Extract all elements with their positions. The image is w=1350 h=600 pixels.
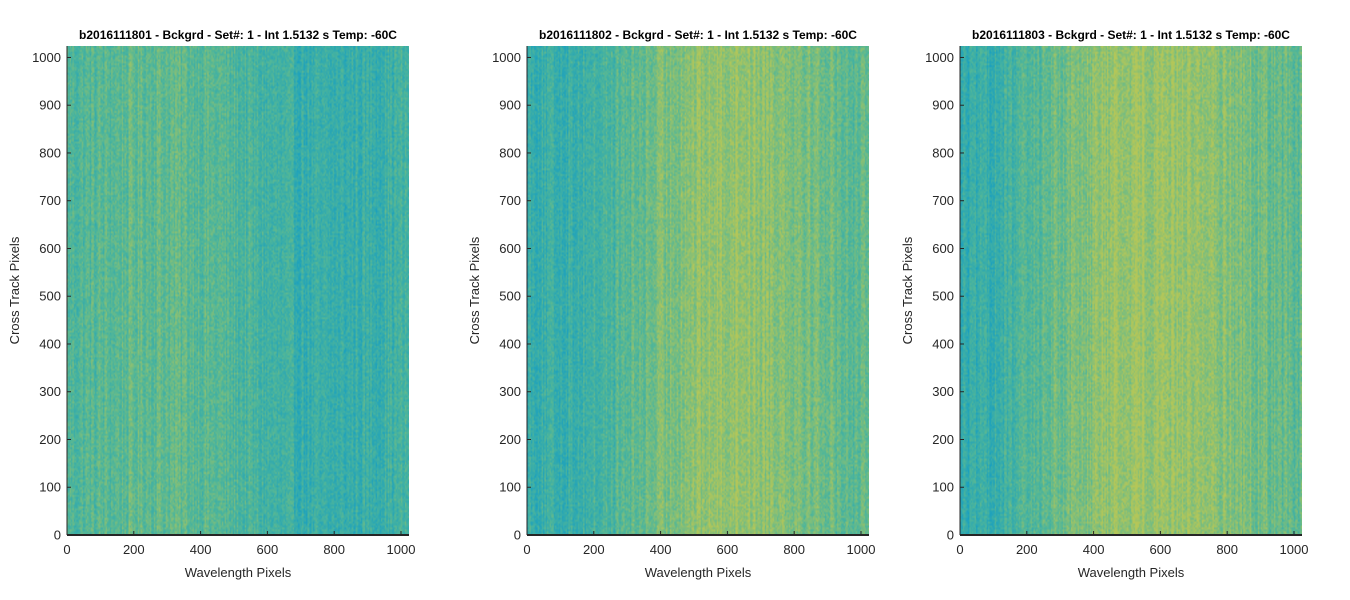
- heatmap-image: [960, 46, 1302, 535]
- y-tick-label: 1000: [32, 50, 61, 65]
- y-tick-label: 400: [932, 336, 954, 351]
- chart-panel-1: 0 200 400 600 800 1000 0 100 200 300 400 500 600 700 8…: [7, 28, 415, 580]
- x-axis-label: Wavelength Pixels: [645, 565, 752, 580]
- y-tick-label: 900: [932, 98, 954, 113]
- heatmap-image: [527, 46, 869, 535]
- y-tick-label: 100: [932, 480, 954, 495]
- chart-title: b2016111801 - Bckgrd - Set#: 1 - Int 1.5…: [79, 28, 397, 42]
- y-tick-label: 600: [499, 241, 521, 256]
- x-tick-label: 600: [257, 542, 279, 557]
- y-tick-label: 900: [39, 98, 61, 113]
- y-tick-label: 500: [499, 289, 521, 304]
- x-tick-label: 800: [323, 542, 345, 557]
- y-tick-label: 300: [39, 384, 61, 399]
- x-tick-label: 800: [1216, 542, 1238, 557]
- x-tick-label: 0: [523, 542, 530, 557]
- x-tick-label: 0: [63, 542, 70, 557]
- y-tick-label: 700: [499, 193, 521, 208]
- y-tick-label: 1000: [925, 50, 954, 65]
- y-tick-label: 600: [39, 241, 61, 256]
- x-tick-label: 400: [1083, 542, 1105, 557]
- y-tick-label: 600: [932, 241, 954, 256]
- y-tick-label: 500: [39, 289, 61, 304]
- heatmap-image: [67, 46, 409, 535]
- chart-title: b2016111803 - Bckgrd - Set#: 1 - Int 1.5…: [972, 28, 1290, 42]
- x-tick-label: 400: [190, 542, 212, 557]
- y-tick-label: 400: [39, 336, 61, 351]
- y-tick-label: 700: [932, 193, 954, 208]
- x-tick-label: 200: [123, 542, 145, 557]
- y-tick-label: 500: [932, 289, 954, 304]
- y-axis-label: Cross Track Pixels: [7, 236, 22, 344]
- x-tick-label: 600: [1150, 542, 1172, 557]
- y-tick-label: 800: [932, 145, 954, 160]
- x-tick-label: 1000: [387, 542, 416, 557]
- y-axis-label: Cross Track Pixels: [467, 236, 482, 344]
- y-tick-label: 800: [499, 145, 521, 160]
- y-tick-label: 300: [499, 384, 521, 399]
- y-tick-label: 0: [54, 528, 61, 543]
- x-axis-label: Wavelength Pixels: [1078, 565, 1185, 580]
- x-tick-label: 800: [783, 542, 805, 557]
- chart-panel-3: 0 200 400 600 800 1000 0 100 200 300 400 500 600 700 8…: [900, 28, 1308, 580]
- y-tick-label: 200: [39, 432, 61, 447]
- y-tick-label: 300: [932, 384, 954, 399]
- x-axis-label: Wavelength Pixels: [185, 565, 292, 580]
- chart-title: b2016111802 - Bckgrd - Set#: 1 - Int 1.5…: [539, 28, 857, 42]
- x-tick-label: 200: [583, 542, 605, 557]
- x-tick-label: 400: [650, 542, 672, 557]
- x-tick-label: 600: [717, 542, 739, 557]
- y-tick-label: 0: [947, 528, 954, 543]
- x-tick-label: 1000: [847, 542, 876, 557]
- y-tick-label: 0: [514, 528, 521, 543]
- y-tick-label: 200: [499, 432, 521, 447]
- y-tick-label: 900: [499, 98, 521, 113]
- x-tick-label: 200: [1016, 542, 1038, 557]
- y-tick-label: 700: [39, 193, 61, 208]
- y-tick-label: 100: [39, 480, 61, 495]
- y-tick-label: 200: [932, 432, 954, 447]
- y-tick-label: 1000: [492, 50, 521, 65]
- y-axis-label: Cross Track Pixels: [900, 236, 915, 344]
- chart-panel-2: 0 200 400 600 800 1000 0 100 200 300 400 500 600 700 8…: [467, 28, 875, 580]
- y-tick-label: 800: [39, 145, 61, 160]
- x-tick-label: 0: [956, 542, 963, 557]
- x-tick-label: 1000: [1280, 542, 1309, 557]
- y-tick-label: 400: [499, 336, 521, 351]
- y-tick-label: 100: [499, 480, 521, 495]
